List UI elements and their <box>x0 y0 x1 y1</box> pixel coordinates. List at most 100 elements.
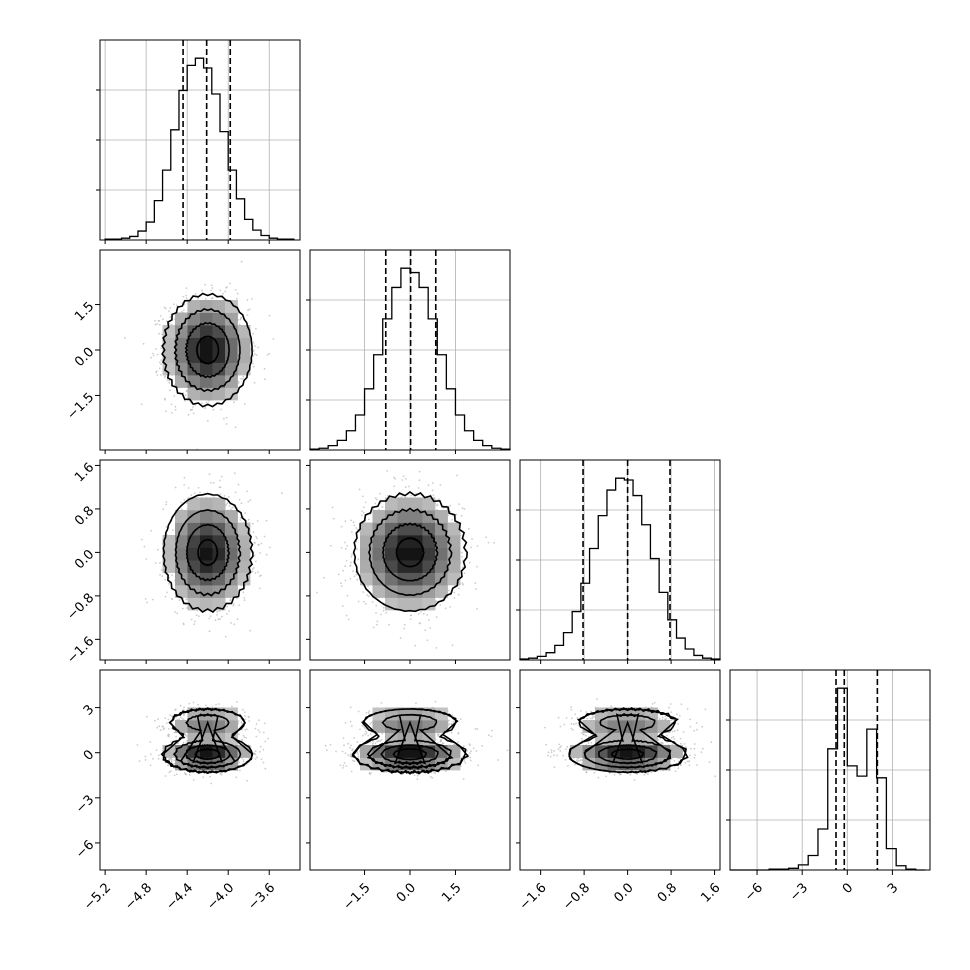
scatter-point <box>164 579 167 581</box>
scatter-point <box>253 381 256 384</box>
scatter-point <box>188 702 191 705</box>
scatter-point <box>228 610 231 612</box>
density-cell <box>360 522 373 536</box>
scatter-point <box>358 488 361 491</box>
scatter-point <box>124 336 126 339</box>
scatter-point <box>209 615 212 617</box>
scatter-point <box>234 491 237 494</box>
scatter-content <box>136 701 269 785</box>
scatter-point <box>401 495 404 497</box>
scatter-point <box>246 779 248 782</box>
scatter-point <box>374 502 377 505</box>
scatter-point <box>156 353 159 356</box>
scatter-point <box>355 573 358 576</box>
scatter-point <box>232 604 235 607</box>
density-cell <box>200 350 213 363</box>
scatter-point <box>233 603 235 605</box>
scatter-point <box>246 314 249 317</box>
scatter-point <box>493 542 495 544</box>
scatter-point <box>165 410 167 413</box>
scatter-point <box>224 635 227 638</box>
scatter-point <box>260 542 263 545</box>
scatter-point <box>371 601 374 603</box>
contour-line-0 <box>195 335 220 365</box>
scatter-point <box>240 377 242 380</box>
scatter-point <box>175 304 178 307</box>
density-cell <box>187 547 201 561</box>
scatter-point <box>332 517 335 520</box>
scatter-point <box>252 362 254 365</box>
scatter-point <box>382 606 385 609</box>
scatter-point <box>254 572 257 574</box>
scatter-point <box>182 622 185 625</box>
scatter-point <box>231 506 234 509</box>
scatter-point <box>256 520 259 522</box>
scatter-point <box>438 498 440 500</box>
scatter-point <box>485 536 487 539</box>
scatter-point <box>248 720 251 722</box>
density-cell <box>212 300 226 313</box>
scatter-point <box>342 569 344 572</box>
scatter-point <box>393 485 395 488</box>
scatter-point <box>201 289 203 292</box>
scatter-point <box>184 734 187 737</box>
density-cell <box>187 387 201 401</box>
scatter-point <box>237 382 240 384</box>
scatter-point <box>197 297 199 300</box>
density-cell <box>397 597 411 611</box>
scatter-point <box>345 560 348 562</box>
scatter-point <box>185 297 188 300</box>
scatter-point <box>426 639 429 642</box>
scatter-point <box>158 323 161 326</box>
scatter-point <box>254 353 256 356</box>
density-cell <box>237 522 251 536</box>
density-cell <box>175 350 188 363</box>
scatter-point <box>157 548 159 551</box>
scatter-point <box>174 408 177 411</box>
scatter-point <box>361 514 363 517</box>
scatter-point <box>258 575 261 578</box>
scatter-point <box>265 553 268 556</box>
scatter-point <box>193 623 196 626</box>
scatter-point <box>243 711 246 713</box>
scatter-point <box>424 629 427 631</box>
scatter-point <box>205 298 207 300</box>
density-cell <box>225 547 238 561</box>
scatter-point <box>252 365 255 368</box>
scatter-point <box>476 545 479 547</box>
scatter-point <box>165 526 168 528</box>
density-cell <box>237 337 251 351</box>
density-cell <box>225 312 238 326</box>
density-cell <box>422 547 436 561</box>
scatter-point <box>155 371 158 374</box>
scatter-point <box>409 618 412 620</box>
scatter-point <box>375 498 378 501</box>
scatter-point <box>255 735 258 738</box>
scatter-point <box>361 510 363 512</box>
scatter-point <box>449 606 451 608</box>
scatter-point <box>162 318 164 321</box>
scatter-point <box>149 741 152 743</box>
density-cell <box>385 522 398 536</box>
scatter-point <box>210 289 213 292</box>
density-cell <box>212 312 226 326</box>
scatter-point <box>180 310 183 313</box>
density-cell <box>237 362 251 376</box>
scatter-point <box>166 591 168 594</box>
density-cell <box>200 535 213 548</box>
scatter-point <box>156 374 159 376</box>
scatter-point <box>171 412 173 414</box>
scatter-point <box>436 503 439 506</box>
scatter-point <box>401 479 404 481</box>
density-cell <box>212 597 226 611</box>
scatter-point <box>410 494 413 497</box>
density-cell <box>372 547 386 561</box>
density-cell <box>410 497 423 511</box>
scatter-point <box>227 496 230 498</box>
scatter-point <box>353 575 356 578</box>
scatter-point <box>350 519 353 522</box>
density-cell <box>397 585 411 598</box>
scatter-point <box>268 314 271 317</box>
scatter-point <box>225 423 228 425</box>
